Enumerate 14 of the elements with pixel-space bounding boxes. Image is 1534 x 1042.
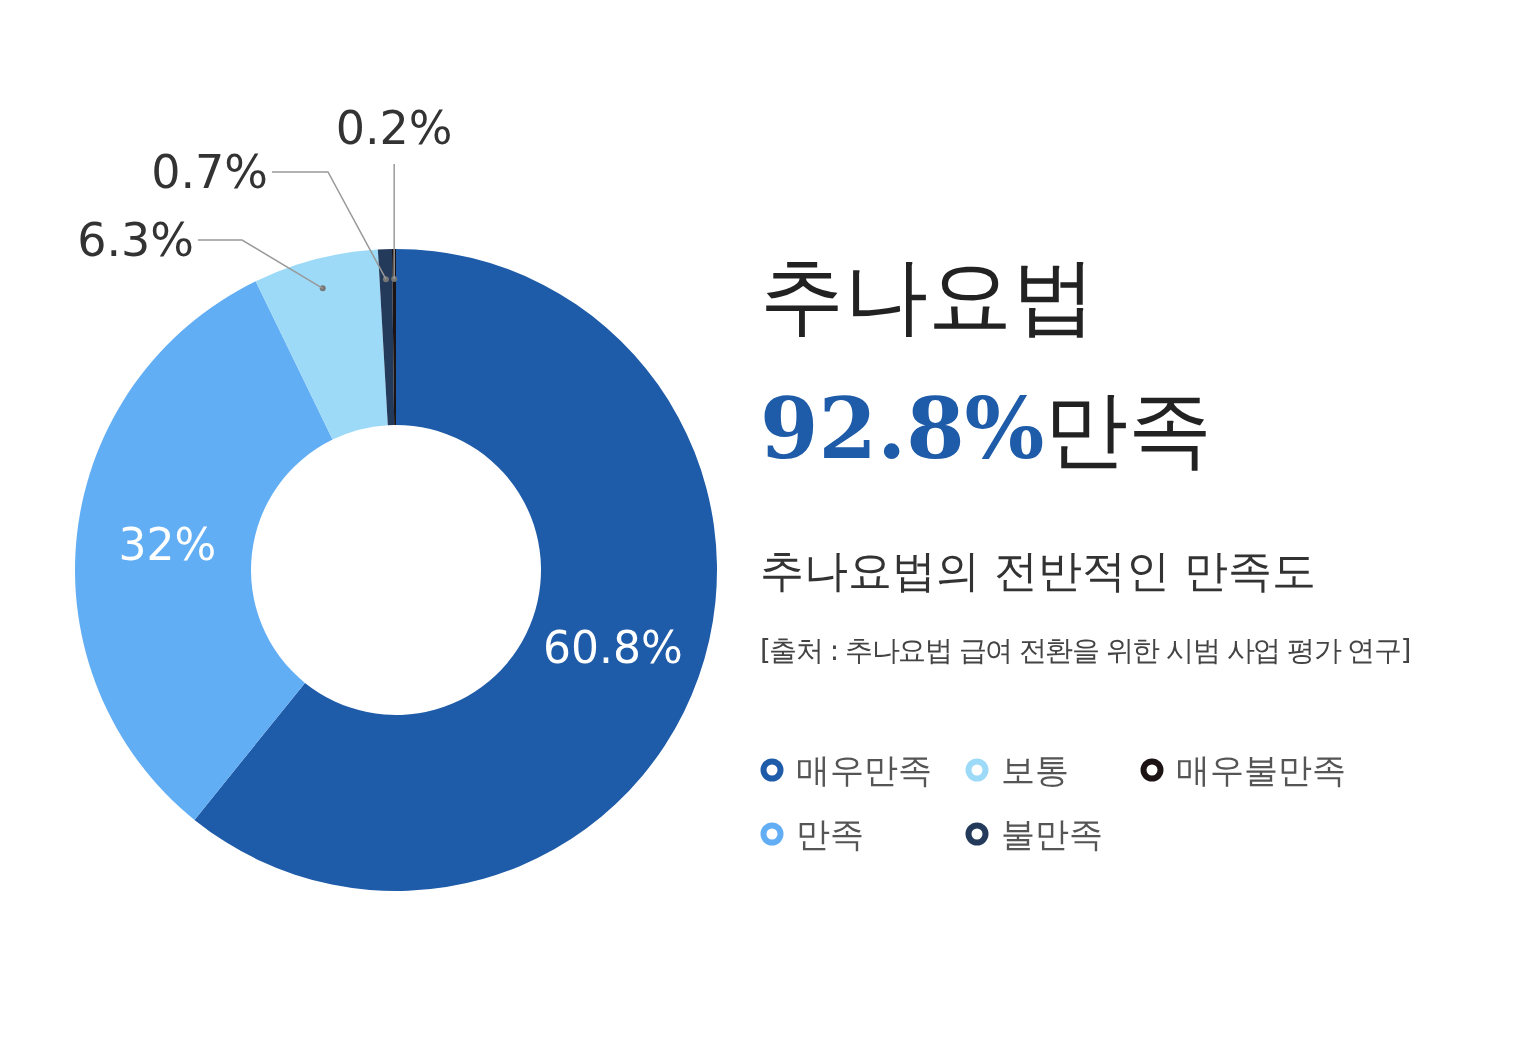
text: 92.8%만족: [760, 379, 1213, 478]
data-label: 0.2%: [335, 101, 453, 155]
legend-label: 매우만족: [796, 750, 932, 790]
legend-label: 보통: [1001, 750, 1069, 790]
data-label: 32%: [118, 519, 217, 571]
text: 추나요법: [760, 247, 1096, 345]
legend-label: 불만족: [1001, 814, 1103, 854]
legend-label: 만족: [796, 814, 864, 854]
data-label: 60.8%: [543, 621, 683, 673]
legend-label: 매우불만족: [1176, 750, 1346, 790]
data-label: 0.7%: [151, 145, 268, 199]
data-label: 6.3%: [77, 213, 194, 267]
text: [출처 : 추나요법 급여 전환을 위한 시범 사업 평가 연구]: [760, 634, 1410, 667]
text: 추나요법의 전반적인 만족도: [760, 545, 1316, 596]
